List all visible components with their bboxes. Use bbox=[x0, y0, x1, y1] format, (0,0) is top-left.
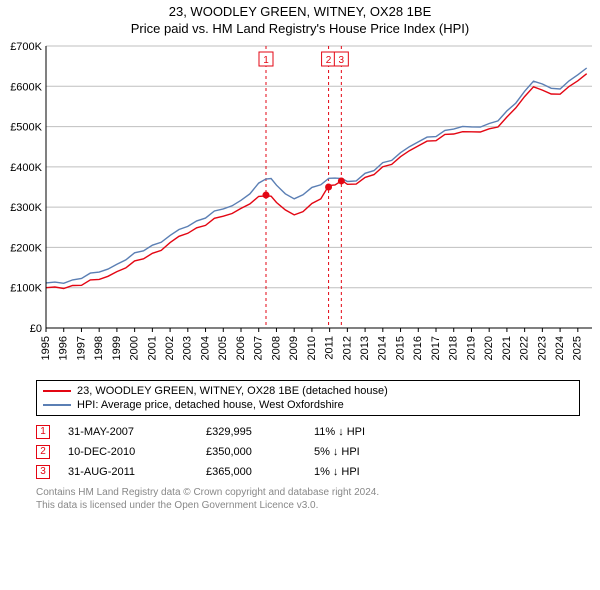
svg-text:2020: 2020 bbox=[483, 336, 495, 360]
footer-line-1: Contains HM Land Registry data © Crown c… bbox=[36, 486, 580, 499]
svg-text:1996: 1996 bbox=[58, 336, 70, 360]
svg-text:2023: 2023 bbox=[536, 336, 548, 360]
svg-text:£100K: £100K bbox=[10, 282, 42, 294]
legend: 23, WOODLEY GREEN, WITNEY, OX28 1BE (det… bbox=[36, 380, 580, 416]
events-table: 1 31-MAY-2007 £329,995 11%↓HPI 2 10-DEC-2010 £… bbox=[36, 422, 580, 482]
legend-item: HPI: Average price, detached house, West… bbox=[43, 398, 573, 412]
footer-attribution: Contains HM Land Registry data © Crown c… bbox=[36, 486, 580, 512]
svg-text:2017: 2017 bbox=[430, 336, 442, 360]
event-date: 10-DEC-2010 bbox=[68, 446, 188, 458]
svg-text:2002: 2002 bbox=[164, 336, 176, 360]
svg-text:£300K: £300K bbox=[10, 202, 42, 214]
svg-text:£0: £0 bbox=[30, 323, 42, 335]
svg-text:2022: 2022 bbox=[519, 336, 531, 360]
event-row: 1 31-MAY-2007 £329,995 11%↓HPI bbox=[36, 422, 580, 442]
svg-text:2005: 2005 bbox=[217, 336, 229, 360]
down-arrow-icon: ↓ bbox=[338, 426, 344, 438]
down-arrow-icon: ↓ bbox=[333, 446, 339, 458]
legend-swatch bbox=[43, 390, 71, 392]
svg-text:1998: 1998 bbox=[93, 336, 105, 360]
svg-text:2007: 2007 bbox=[253, 336, 265, 360]
svg-text:£500K: £500K bbox=[10, 121, 42, 133]
svg-text:2009: 2009 bbox=[288, 336, 300, 360]
svg-text:2024: 2024 bbox=[554, 336, 566, 360]
svg-text:3: 3 bbox=[339, 55, 345, 66]
svg-text:1995: 1995 bbox=[40, 336, 52, 360]
event-row: 3 31-AUG-2011 £365,000 1%↓HPI bbox=[36, 462, 580, 482]
svg-text:2000: 2000 bbox=[129, 336, 141, 360]
svg-text:2008: 2008 bbox=[270, 336, 282, 360]
title-line-1: 23, WOODLEY GREEN, WITNEY, OX28 1BE bbox=[0, 4, 600, 21]
svg-text:1999: 1999 bbox=[111, 336, 123, 360]
svg-text:1: 1 bbox=[263, 55, 269, 66]
svg-text:£400K: £400K bbox=[10, 162, 42, 174]
footer-line-2: This data is licensed under the Open Gov… bbox=[36, 499, 580, 512]
legend-swatch bbox=[43, 404, 71, 406]
svg-text:2010: 2010 bbox=[306, 336, 318, 360]
svg-text:£200K: £200K bbox=[10, 242, 42, 254]
event-marker: 3 bbox=[36, 465, 50, 479]
event-marker: 2 bbox=[36, 445, 50, 459]
svg-text:2011: 2011 bbox=[324, 336, 336, 360]
title-line-2: Price paid vs. HM Land Registry's House … bbox=[0, 21, 600, 38]
event-price: £365,000 bbox=[206, 466, 296, 478]
svg-text:2001: 2001 bbox=[146, 336, 158, 360]
event-delta: 11%↓HPI bbox=[314, 426, 365, 438]
svg-text:2: 2 bbox=[326, 55, 332, 66]
svg-text:2016: 2016 bbox=[412, 336, 424, 360]
svg-text:2014: 2014 bbox=[377, 336, 389, 360]
event-price: £329,995 bbox=[206, 426, 296, 438]
svg-text:£600K: £600K bbox=[10, 81, 42, 93]
line-chart: £0 £100K £200K £300K £400K £500K £600K £700K 1 23… bbox=[0, 38, 600, 378]
event-date: 31-AUG-2011 bbox=[68, 466, 188, 478]
svg-text:2013: 2013 bbox=[359, 336, 371, 360]
event-row: 2 10-DEC-2010 £350,000 5%↓HPI bbox=[36, 442, 580, 462]
svg-text:2006: 2006 bbox=[235, 336, 247, 360]
event-price: £350,000 bbox=[206, 446, 296, 458]
svg-text:2019: 2019 bbox=[465, 336, 477, 360]
legend-item: 23, WOODLEY GREEN, WITNEY, OX28 1BE (det… bbox=[43, 384, 573, 398]
event-date: 31-MAY-2007 bbox=[68, 426, 188, 438]
event-delta: 1%↓HPI bbox=[314, 466, 360, 478]
chart-titles: 23, WOODLEY GREEN, WITNEY, OX28 1BE Pric… bbox=[0, 0, 600, 38]
svg-text:1997: 1997 bbox=[75, 336, 87, 360]
svg-text:2018: 2018 bbox=[448, 336, 460, 360]
chart-area: £0 £100K £200K £300K £400K £500K £600K £700K 1 23… bbox=[0, 38, 600, 378]
event-marker: 1 bbox=[36, 425, 50, 439]
legend-label: 23, WOODLEY GREEN, WITNEY, OX28 1BE (det… bbox=[77, 385, 388, 397]
svg-text:£700K: £700K bbox=[10, 41, 42, 53]
svg-text:2004: 2004 bbox=[199, 336, 211, 360]
svg-text:2003: 2003 bbox=[182, 336, 194, 360]
svg-text:2021: 2021 bbox=[501, 336, 513, 360]
svg-text:2015: 2015 bbox=[394, 336, 406, 360]
legend-label: HPI: Average price, detached house, West… bbox=[77, 399, 344, 411]
down-arrow-icon: ↓ bbox=[333, 466, 339, 478]
svg-text:2012: 2012 bbox=[341, 336, 353, 360]
event-delta: 5%↓HPI bbox=[314, 446, 360, 458]
svg-text:2025: 2025 bbox=[572, 336, 584, 360]
